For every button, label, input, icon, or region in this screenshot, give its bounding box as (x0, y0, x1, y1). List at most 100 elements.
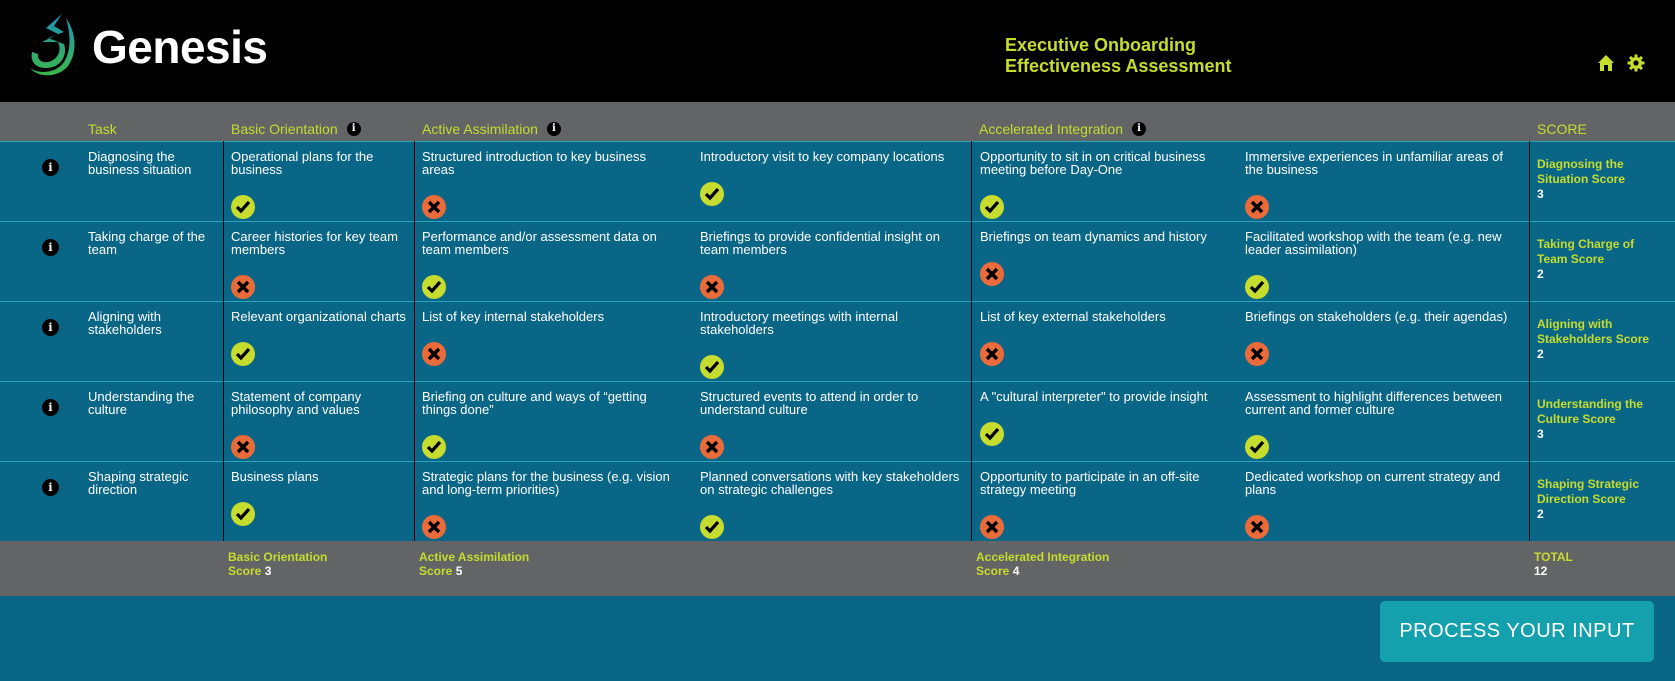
practice-cell: Briefings to provide confidential insigh… (700, 230, 965, 299)
info-icon[interactable]: i (346, 122, 361, 136)
practice-cell: Assessment to highlight differences betw… (1245, 390, 1520, 459)
column-label: Accelerated Integration (979, 121, 1123, 137)
check-icon[interactable] (700, 515, 724, 539)
practice-text: Briefings to provide confidential insigh… (700, 229, 940, 257)
total-label: TOTAL (1534, 550, 1573, 564)
info-icon[interactable]: i (42, 159, 59, 176)
table-row: i Understanding the culture Statement of… (0, 381, 1675, 460)
score-label: Score (228, 564, 262, 578)
practice-text: A "cultural interpreter" to provide insi… (980, 389, 1208, 404)
table-row: i Taking charge of the team Career histo… (0, 221, 1675, 300)
basic-orientation-score: Basic Orientation Score 3 (228, 550, 327, 578)
practice-text: List of key external stakeholders (980, 309, 1166, 324)
column-divider (1529, 141, 1530, 541)
score-label: Basic Orientation (228, 550, 328, 564)
page-title: Executive Onboarding Effectiveness Asses… (1005, 35, 1231, 77)
practice-text: Structured introduction to key business … (422, 149, 647, 177)
practice-cell: Statement of company philosophy and valu… (231, 390, 411, 459)
process-input-button[interactable]: PROCESS YOUR INPUT (1380, 601, 1654, 662)
check-icon[interactable] (1245, 435, 1269, 459)
cross-icon[interactable] (980, 262, 1004, 286)
check-icon[interactable] (231, 195, 255, 219)
table-footer: Basic Orientation Score 3 Active Assimila… (0, 541, 1675, 596)
table-row: i Diagnosing the business situation Oper… (0, 141, 1675, 220)
row-score: Aligning with Stakeholders Score 2 (1537, 317, 1667, 362)
info-icon[interactable]: i (1131, 122, 1146, 136)
column-header-active: Active Assimilation i (422, 121, 561, 137)
gear-icon[interactable] (1627, 54, 1645, 72)
practice-cell: List of key internal stakeholders (422, 310, 672, 366)
table-row: i Shaping strategic direction Business p… (0, 461, 1675, 540)
practice-cell: Structured events to attend in order to … (700, 390, 965, 459)
check-icon[interactable] (980, 195, 1004, 219)
table-row: i Aligning with stakeholders Relevant or… (0, 301, 1675, 380)
column-divider (971, 141, 972, 541)
cross-icon[interactable] (422, 342, 446, 366)
cross-icon[interactable] (700, 275, 724, 299)
home-icon[interactable] (1597, 54, 1615, 72)
practice-text: Facilitated workshop with the team (e.g.… (1245, 229, 1502, 257)
row-score-label: Diagnosing the Situation Score (1537, 157, 1626, 186)
task-name: Diagnosing the business situation (88, 149, 192, 177)
check-icon[interactable] (231, 342, 255, 366)
row-score-value: 2 (1537, 507, 1544, 521)
cross-icon[interactable] (1245, 195, 1269, 219)
check-icon[interactable] (980, 422, 1004, 446)
row-score-label: Shaping Strategic Direction Score (1537, 477, 1640, 506)
practice-cell: Opportunity to sit in on critical busine… (980, 150, 1225, 219)
cross-icon[interactable] (231, 435, 255, 459)
cross-icon[interactable] (700, 435, 724, 459)
check-icon[interactable] (700, 182, 724, 206)
practice-text: Structured events to attend in order to … (700, 389, 919, 417)
practice-text: Performance and/or assessment data on te… (422, 229, 657, 257)
cross-icon[interactable] (231, 275, 255, 299)
info-icon[interactable]: i (546, 122, 561, 136)
row-score-value: 3 (1537, 427, 1544, 441)
task-name: Aligning with stakeholders (88, 309, 162, 337)
score-value: 5 (455, 564, 463, 578)
brand-name: Genesis (92, 21, 268, 73)
cross-icon[interactable] (1245, 515, 1269, 539)
genesis-logo-icon (30, 14, 75, 76)
practice-text: Business plans (231, 469, 319, 484)
practice-cell: Immersive experiences in unfamiliar area… (1245, 150, 1520, 219)
practice-text: Immersive experiences in unfamiliar area… (1245, 149, 1503, 177)
check-icon[interactable] (1245, 275, 1269, 299)
row-score: Taking Charge of Team Score 2 (1537, 237, 1667, 282)
title-line-2: Effectiveness Assessment (1005, 56, 1232, 76)
column-header-accelerated: Accelerated Integration i (979, 121, 1146, 137)
practice-text: Opportunity to sit in on critical busine… (980, 149, 1206, 177)
task-name: Understanding the culture (88, 389, 195, 417)
practice-text: Briefings on team dynamics and history (980, 229, 1207, 244)
score-value: 4 (1012, 564, 1020, 578)
total-value: 12 (1534, 564, 1548, 578)
practice-text: Statement of company philosophy and valu… (231, 389, 362, 417)
info-icon[interactable]: i (42, 479, 59, 496)
score-value: 3 (264, 564, 272, 578)
cross-icon[interactable] (980, 515, 1004, 539)
cross-icon[interactable] (422, 515, 446, 539)
check-icon[interactable] (422, 275, 446, 299)
info-icon[interactable]: i (42, 399, 59, 416)
practice-text: Dedicated workshop on current strategy a… (1245, 469, 1501, 497)
info-icon[interactable]: i (42, 239, 59, 256)
practice-text: Assessment to highlight differences betw… (1245, 389, 1503, 417)
column-header-task: Task (88, 121, 117, 137)
task-name: Shaping strategic direction (88, 469, 189, 497)
row-score: Diagnosing the Situation Score 3 (1537, 157, 1667, 202)
cross-icon[interactable] (1245, 342, 1269, 366)
practice-cell: Introductory visit to key company locati… (700, 150, 965, 206)
cross-icon[interactable] (980, 342, 1004, 366)
check-icon[interactable] (422, 435, 446, 459)
check-icon[interactable] (231, 502, 255, 526)
practice-text: Planned conversations with key stakehold… (700, 469, 960, 497)
practice-text: Briefings on stakeholders (e.g. their ag… (1245, 309, 1508, 324)
title-line-1: Executive Onboarding (1005, 35, 1197, 55)
cross-icon[interactable] (422, 195, 446, 219)
row-score-label: Taking Charge of Team Score (1537, 237, 1635, 266)
column-divider (223, 141, 224, 541)
practice-cell: Planned conversations with key stakehold… (700, 470, 965, 539)
info-icon[interactable]: i (42, 319, 59, 336)
total-score: TOTAL 12 (1534, 550, 1573, 578)
check-icon[interactable] (700, 355, 724, 379)
